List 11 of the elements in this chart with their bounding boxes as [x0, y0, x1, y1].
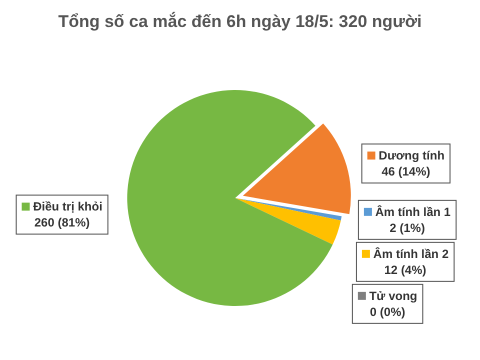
legend-label: Âm tính lần 2	[373, 246, 449, 261]
text: 0 (0%)	[370, 304, 406, 319]
legend-label: Dương tính	[378, 148, 445, 163]
legend-label: Âm tính lần 1	[375, 204, 451, 219]
data-label: 2 (1%)	[390, 220, 425, 235]
data-label: 46 (14%)	[382, 164, 430, 179]
data-label: 12 (4%)	[384, 262, 426, 277]
data-label: 260 (81%)	[34, 216, 90, 230]
legend-label: Tử vong	[369, 288, 418, 303]
chart-title: Tổng số ca mắc đến 6h ngày 18/5: 320 người	[58, 11, 422, 31]
legend-label: Điều trị khỏi	[33, 200, 102, 214]
